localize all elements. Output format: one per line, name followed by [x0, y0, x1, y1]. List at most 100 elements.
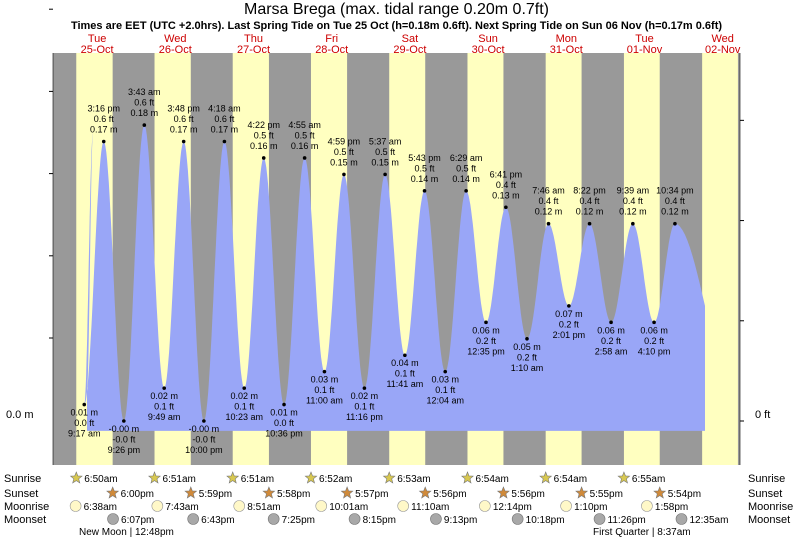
sunrise-icon [382, 471, 396, 484]
daylight-band [702, 53, 738, 465]
sunset-icon [496, 486, 510, 499]
sunrise-icon [461, 471, 474, 484]
tide-label-low: -0.00 m [189, 424, 220, 434]
moonrise-icon [397, 500, 409, 512]
tide-label-low: 0.07 m [555, 309, 583, 319]
day-name-label: Wed [164, 33, 186, 45]
tide-point [546, 221, 551, 226]
sunrise-icon [226, 471, 240, 484]
row-label-right: Sunset [748, 488, 782, 500]
tide-point [82, 402, 87, 407]
tide-label-high: 0.17 m [170, 125, 198, 135]
tide-point [202, 419, 206, 423]
tide-label-low: 0.2 ft [601, 336, 622, 346]
tide-point [222, 139, 227, 144]
sunrise-time: 6:53am [397, 474, 430, 485]
tide-label-low: 0.1 ft [154, 402, 175, 412]
day-date-label: 27-Oct [237, 44, 270, 56]
day-name-label: Thu [244, 33, 263, 45]
moonset-icon [430, 513, 442, 525]
sunrise-time: 6:50am [84, 474, 117, 485]
tide-label-low: 0.02 m [230, 391, 258, 401]
tide-label-low: 11:41 am [386, 379, 423, 389]
tide-label-high: 0.6 ft [134, 98, 155, 108]
sunrise-time: 6:55am [632, 474, 665, 485]
tide-label-low: 0.2 ft [517, 352, 538, 362]
sunrise-time: 6:54am [475, 474, 508, 485]
sunrise-icon [539, 471, 553, 484]
tide-point [567, 304, 571, 308]
tide-point [587, 221, 592, 226]
tide-label-low: 11:16 pm [346, 412, 383, 422]
tide-point [464, 189, 468, 193]
moonset-time: 9:13pm [444, 515, 477, 526]
day-date-label: 31-Oct [550, 44, 583, 56]
tide-label-high: 0.18 m [131, 108, 159, 118]
tide-label-high: 6:29 am [450, 153, 483, 163]
moonrise-time: 7:43am [165, 502, 198, 513]
day-date-label: 29-Oct [393, 44, 426, 56]
row-label-right: Moonset [748, 514, 790, 526]
tide-point [652, 320, 656, 325]
tide-label-low: 0.1 ft [314, 385, 335, 395]
moonrise-icon [151, 500, 164, 512]
sunset-icon [340, 486, 354, 499]
sunset-icon [653, 486, 667, 499]
tide-label-high: 0.6 ft [94, 114, 115, 124]
sunrise-time: 6:51am [241, 474, 274, 485]
moonrise-time: 10:01am [329, 502, 368, 513]
tide-label-high: 0.5 ft [295, 130, 316, 140]
sunrise-icon [617, 471, 631, 484]
tide-point [242, 386, 247, 390]
tide-point [101, 139, 106, 144]
tide-label-high: 0.14 m [452, 174, 480, 184]
tide-label-low: 10:23 am [225, 412, 263, 422]
tide-label-low: 0.05 m [513, 342, 541, 352]
row-label-left: Sunset [4, 488, 38, 500]
tide-point [362, 386, 367, 390]
tide-label-high: 0.17 m [211, 125, 239, 135]
tide-label-low: 0.2 ft [476, 336, 497, 346]
moonrise-time: 1:58pm [655, 502, 688, 513]
moonrise-icon [315, 500, 328, 512]
sunset-time: 5:57pm [355, 489, 388, 500]
tide-label-low: 0.2 ft [559, 319, 580, 329]
moonset-icon [511, 513, 524, 525]
moonrise-icon [479, 500, 491, 512]
tide-curve [84, 125, 705, 431]
tide-point [631, 221, 635, 226]
day-name-label: Mon [556, 33, 577, 45]
sunset-icon [418, 486, 432, 499]
day-name-label: Tue [88, 33, 107, 45]
sunset-icon [575, 486, 589, 499]
sunset-time: 6:00pm [121, 489, 154, 500]
tide-label-high: 4:18 am [208, 104, 241, 114]
tide-label-high: 0.5 ft [456, 163, 477, 173]
tide-point [609, 320, 613, 325]
tide-point [322, 369, 327, 374]
tide-point [504, 205, 508, 210]
moonset-time: 8:15pm [363, 515, 396, 526]
tide-label-high: 4:55 am [288, 120, 321, 130]
sunrise-time: 6:51am [163, 474, 196, 485]
tide-label-high: 0.15 m [371, 157, 399, 167]
sunset-time: 5:54pm [668, 489, 701, 500]
tide-label-high: 3:16 pm [87, 104, 120, 114]
tide-label-high: 7:46 am [532, 186, 565, 196]
tide-point [122, 419, 126, 423]
sunrise-icon [304, 471, 318, 484]
day-name-label: Sun [478, 33, 498, 45]
tide-label-low: 1:10 am [511, 363, 544, 373]
moonset-icon [593, 513, 606, 525]
tide-label-low: 0.1 ft [435, 385, 456, 395]
tide-label-high: 0.12 m [619, 207, 647, 217]
tide-label-high: 0.4 ft [496, 180, 517, 190]
tide-label-low: 12:35 pm [467, 346, 505, 356]
tide-label-high: 4:22 pm [247, 120, 280, 130]
tide-label-high: 0.14 m [411, 174, 439, 184]
left-zero-label: 0.0 m [6, 409, 34, 421]
tide-point [142, 123, 147, 127]
tide-label-high: 0.4 ft [538, 196, 559, 206]
tide-point [484, 320, 488, 325]
tide-label-low: 0.01 m [270, 408, 298, 418]
